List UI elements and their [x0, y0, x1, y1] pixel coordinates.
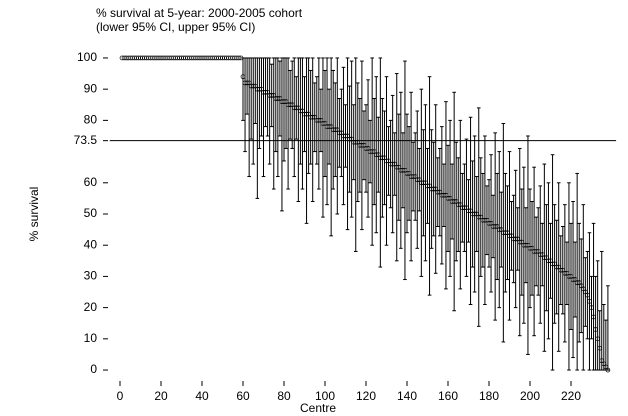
y-tick-label: 50 [84, 206, 98, 220]
y-tick-label: 80 [84, 113, 98, 127]
x-tick-label: 120 [356, 389, 376, 403]
y-tick-label: 0 [90, 362, 97, 376]
x-axis-label: Centre [300, 401, 336, 415]
x-tick-label: 0 [117, 389, 124, 403]
y-tick-label: 73.5 [74, 133, 98, 147]
point [605, 367, 611, 373]
x-tick-label: 100 [315, 389, 335, 403]
chart-title: % survival at 5-year: 2000-2005 cohort [96, 6, 303, 20]
chart-subtitle: (lower 95% CI, upper 95% CI) [96, 20, 255, 34]
x-tick-label: 60 [236, 389, 250, 403]
x-tick-label: 200 [520, 389, 540, 403]
y-axis-label: % survival [27, 187, 41, 242]
x-tick-label: 20 [154, 389, 168, 403]
x-tick-label: 220 [561, 389, 581, 403]
x-tick-label: 80 [277, 389, 291, 403]
y-tick-label: 10 [84, 331, 98, 345]
y-tick-label: 90 [84, 81, 98, 95]
x-tick-label: 160 [438, 389, 458, 403]
y-tick-label: 30 [84, 269, 98, 283]
y-tick-label: 20 [84, 300, 98, 314]
y-tick-label: 40 [84, 237, 98, 251]
point [236, 55, 242, 61]
x-tick-label: 140 [397, 389, 417, 403]
y-tick-label: 100 [77, 50, 97, 64]
y-tick-label: 60 [84, 175, 98, 189]
x-tick-label: 40 [195, 389, 209, 403]
x-tick-label: 180 [479, 389, 499, 403]
